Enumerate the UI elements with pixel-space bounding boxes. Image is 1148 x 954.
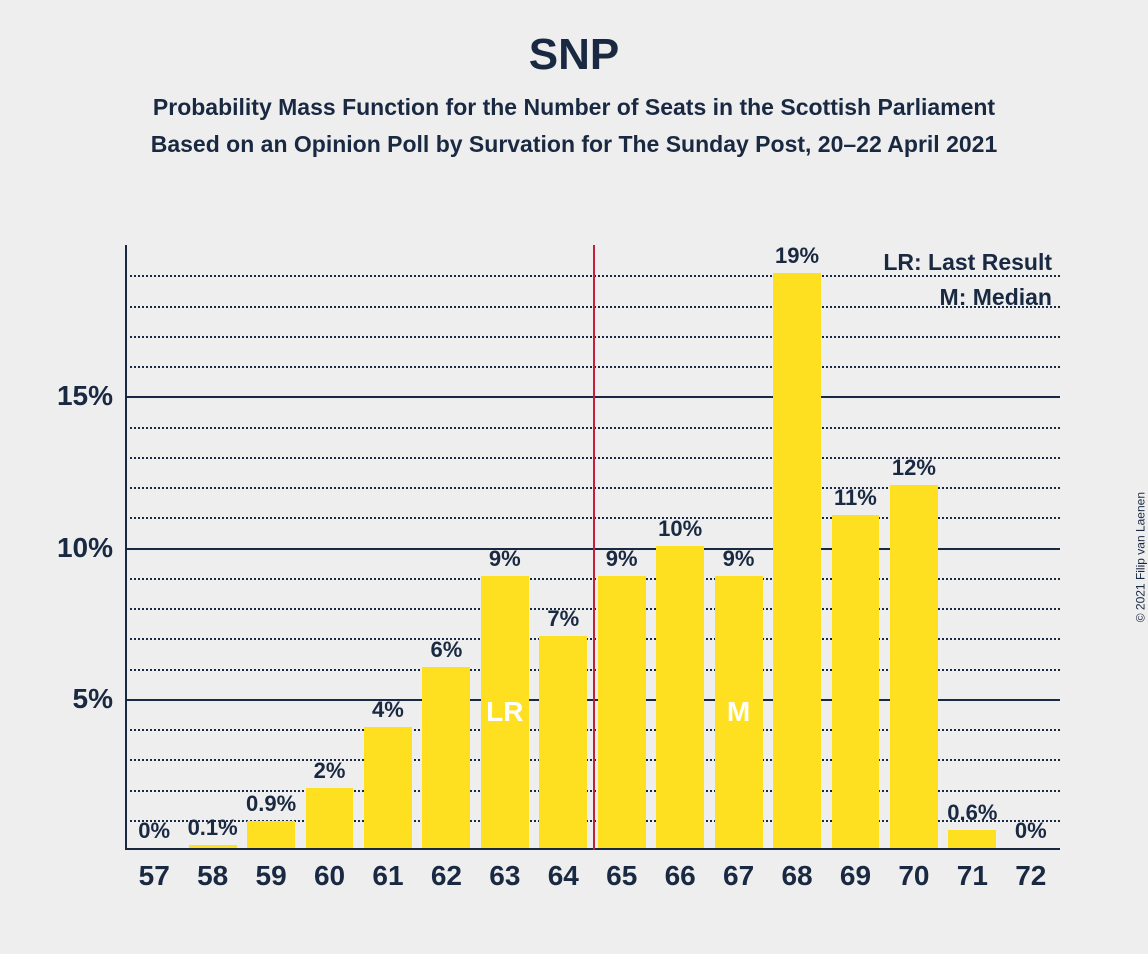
x-axis-label: 67 bbox=[723, 860, 754, 892]
bar-value-label: 0.9% bbox=[246, 791, 296, 817]
bar-value-label: 19% bbox=[775, 243, 819, 269]
bar-value-label: 0% bbox=[138, 818, 170, 844]
bar-value-label: 0.1% bbox=[188, 815, 238, 841]
x-axis-label: 71 bbox=[957, 860, 988, 892]
bar-value-label: 9% bbox=[489, 546, 521, 572]
bar-value-label: 11% bbox=[834, 485, 877, 511]
bar-value-label: 0% bbox=[1015, 818, 1047, 844]
bar: 11% bbox=[832, 515, 880, 848]
bar-value-label: 9% bbox=[723, 546, 755, 572]
bar: 9%M bbox=[715, 576, 763, 848]
bar: 19% bbox=[773, 273, 821, 848]
chart-title: SNP bbox=[0, 30, 1148, 80]
x-axis-label: 57 bbox=[139, 860, 170, 892]
y-axis-label: 15% bbox=[57, 380, 113, 412]
bar-value-label: 6% bbox=[430, 637, 462, 663]
median-marker: M bbox=[727, 696, 750, 728]
copyright-text: © 2021 Filip van Laenen bbox=[1133, 492, 1147, 622]
bar: 0.1% bbox=[189, 845, 237, 848]
lr-marker: LR bbox=[486, 696, 523, 728]
y-axis-label: 5% bbox=[73, 683, 113, 715]
bar: 4% bbox=[364, 727, 412, 848]
bar-value-label: 9% bbox=[606, 546, 638, 572]
x-axis-label: 64 bbox=[548, 860, 579, 892]
bar-value-label: 12% bbox=[892, 455, 936, 481]
bar: 10% bbox=[656, 546, 704, 849]
x-axis-label: 59 bbox=[256, 860, 287, 892]
median-line bbox=[593, 245, 595, 850]
chart-legend: LR: Last Result M: Median bbox=[883, 249, 1052, 319]
y-axis-label: 10% bbox=[57, 532, 113, 564]
x-axis-label: 70 bbox=[898, 860, 929, 892]
x-axis-label: 60 bbox=[314, 860, 345, 892]
chart-plot-area: LR: Last Result M: Median 5%10%15%0%570.… bbox=[125, 245, 1060, 850]
bar: 9%LR bbox=[481, 576, 529, 848]
chart-subtitle-1: Probability Mass Function for the Number… bbox=[0, 94, 1148, 121]
bar: 0.6% bbox=[948, 830, 996, 848]
bar: 9% bbox=[598, 576, 646, 848]
x-axis-label: 66 bbox=[665, 860, 696, 892]
chart-subtitle-2: Based on an Opinion Poll by Survation fo… bbox=[0, 131, 1148, 158]
bar: 0.9% bbox=[247, 821, 295, 848]
x-axis-label: 72 bbox=[1015, 860, 1046, 892]
bar: 7% bbox=[539, 636, 587, 848]
x-axis-label: 69 bbox=[840, 860, 871, 892]
legend-last-result: LR: Last Result bbox=[883, 249, 1052, 276]
bar-value-label: 4% bbox=[372, 697, 404, 723]
x-axis-label: 58 bbox=[197, 860, 228, 892]
x-axis-label: 63 bbox=[489, 860, 520, 892]
bar-value-label: 10% bbox=[658, 516, 702, 542]
bar-value-label: 7% bbox=[547, 606, 579, 632]
x-axis-label: 62 bbox=[431, 860, 462, 892]
bar: 6% bbox=[422, 667, 470, 849]
x-axis-label: 68 bbox=[781, 860, 812, 892]
bar-value-label: 0.6% bbox=[947, 800, 997, 826]
bar: 12% bbox=[890, 485, 938, 848]
bar-value-label: 2% bbox=[314, 758, 346, 784]
x-axis-label: 61 bbox=[372, 860, 403, 892]
x-axis-label: 65 bbox=[606, 860, 637, 892]
bar: 2% bbox=[306, 788, 354, 849]
